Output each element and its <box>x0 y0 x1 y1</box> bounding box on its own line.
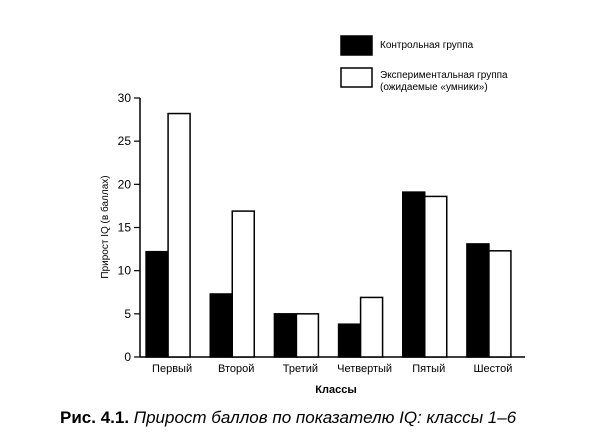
y-tick-label: 5 <box>124 307 131 321</box>
legend-label: Экспериментальная группа (ожидаемые «умн… <box>380 70 508 93</box>
bar <box>466 243 490 358</box>
y-axis-label: Прирост IQ (в баллах) <box>99 175 111 278</box>
bar <box>167 112 191 358</box>
bar <box>209 293 233 358</box>
x-tick-label: Четвертый <box>337 363 392 375</box>
caption-text: Прирост баллов по показателю IQ: классы … <box>133 408 517 427</box>
legend-swatch <box>340 67 373 88</box>
bar <box>273 313 298 358</box>
y-tick-label: 0 <box>124 350 131 364</box>
bar <box>295 313 320 358</box>
x-tick-label: Третий <box>283 363 318 375</box>
x-tick-label: Пятый <box>412 363 445 375</box>
y-tick-label: 25 <box>118 134 132 148</box>
y-tick-label: 20 <box>118 177 132 191</box>
y-tick-label: 15 <box>118 221 132 235</box>
y-tick-label: 30 <box>118 91 132 105</box>
legend-swatch <box>340 35 373 56</box>
bar <box>337 323 362 358</box>
caption: Рис. 4.1. Прирост баллов по показателю I… <box>60 408 516 428</box>
bar <box>424 195 448 358</box>
caption-label: Рис. 4.1. <box>60 408 130 427</box>
x-axis-label: Классы <box>315 384 356 396</box>
x-tick-label: Шестой <box>473 363 512 375</box>
legend-label: Контрольная группа <box>380 40 474 51</box>
bar <box>231 210 255 358</box>
bar <box>488 250 512 358</box>
bar <box>402 191 426 358</box>
bar <box>359 296 384 358</box>
y-tick-label: 10 <box>118 264 132 278</box>
bar <box>145 250 169 358</box>
x-tick-label: Первый <box>152 363 192 375</box>
x-tick-label: Второй <box>218 363 254 375</box>
